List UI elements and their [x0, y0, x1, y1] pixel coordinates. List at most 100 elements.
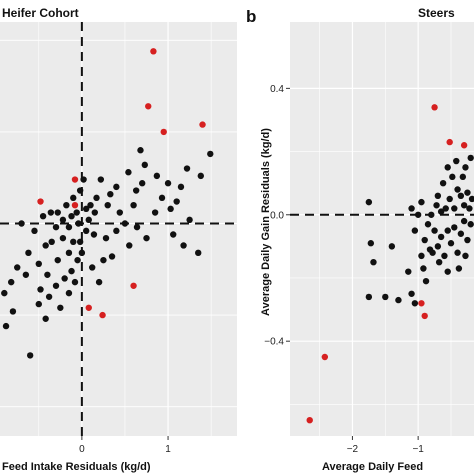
data-point-red: [199, 121, 206, 128]
panel-steer-panel-label: b: [246, 7, 256, 26]
data-point: [90, 231, 98, 238]
data-point: [405, 268, 412, 275]
data-point: [113, 227, 120, 235]
data-point: [467, 154, 474, 162]
data-point: [460, 202, 468, 209]
data-point: [71, 278, 79, 286]
data-point: [54, 209, 61, 216]
data-point-red: [71, 201, 79, 209]
data-point: [457, 230, 465, 237]
data-point: [183, 165, 191, 172]
data-point: [65, 249, 73, 257]
data-point: [444, 227, 451, 234]
panel-steer-title: Steers: [418, 6, 455, 20]
data-point: [47, 209, 55, 216]
data-point: [82, 227, 90, 235]
panel-steer-y-axis-label: Average Daily Gain Residuals (kg/d): [260, 128, 272, 316]
data-point: [444, 268, 451, 275]
data-point: [370, 258, 377, 266]
panel-heifer-title: Heifer Cohort: [2, 6, 79, 20]
data-point: [91, 209, 99, 216]
data-point: [85, 216, 92, 224]
data-point: [434, 192, 442, 200]
data-point: [125, 169, 132, 176]
data-point: [97, 176, 105, 183]
data-point: [82, 205, 90, 213]
panel-heifer-x-axis-label: Feed Intake Residuals (kg/d): [2, 461, 151, 473]
data-point: [2, 322, 10, 330]
data-point: [59, 234, 67, 242]
data-point: [137, 147, 144, 154]
data-point: [462, 252, 469, 260]
data-point-red: [460, 142, 468, 149]
data-point: [44, 271, 51, 278]
data-point: [464, 236, 471, 244]
data-point: [408, 205, 415, 212]
data-point: [108, 253, 116, 260]
data-point: [54, 256, 61, 264]
data-point: [428, 211, 435, 218]
data-point: [151, 209, 159, 216]
data-point-red: [418, 300, 425, 307]
data-point: [464, 189, 471, 196]
data-point: [177, 183, 185, 191]
y-tick-label: 0.4: [270, 84, 284, 95]
data-point-red: [431, 104, 438, 111]
data-point: [153, 172, 161, 180]
data-point-red: [85, 304, 92, 311]
data-point: [207, 150, 214, 158]
data-point-red: [37, 198, 44, 205]
data-point: [446, 195, 453, 203]
data-point: [382, 293, 389, 301]
data-point: [126, 242, 133, 249]
data-point: [63, 201, 70, 209]
data-point: [418, 198, 425, 206]
y-tick-label: −0.4: [264, 337, 284, 348]
data-point: [65, 289, 73, 297]
data-point: [455, 265, 463, 272]
data-point: [42, 315, 49, 322]
data-point: [133, 223, 141, 231]
panel-steer-y-ticks: 0.4 0.0 −0.4: [264, 84, 290, 348]
data-point: [113, 183, 120, 191]
data-point-red: [130, 282, 137, 289]
data-point: [454, 249, 461, 256]
data-point: [139, 180, 146, 187]
data-point: [421, 236, 428, 244]
data-point: [95, 278, 103, 286]
data-point-red: [446, 138, 453, 146]
data-point: [422, 277, 430, 285]
x-tick-label: −1: [412, 444, 424, 455]
data-point: [35, 260, 42, 268]
data-point: [414, 211, 422, 218]
data-point: [180, 242, 187, 249]
y-tick-label: 0.0: [270, 210, 284, 221]
data-point: [75, 220, 82, 227]
data-point: [431, 227, 438, 234]
data-point: [93, 194, 100, 202]
data-point: [435, 258, 443, 266]
data-point: [158, 194, 166, 202]
data-point: [447, 240, 455, 247]
data-point: [59, 216, 67, 224]
data-point-red: [306, 416, 313, 424]
data-point: [26, 352, 34, 359]
data-point: [31, 227, 38, 235]
data-point: [437, 208, 445, 215]
data-point: [45, 293, 53, 300]
data-point-red: [421, 312, 428, 320]
data-point: [439, 179, 447, 187]
data-point: [25, 249, 32, 257]
data-point: [8, 278, 15, 286]
data-point: [420, 265, 427, 272]
data-point: [195, 249, 202, 257]
data-point: [74, 256, 81, 264]
data-point: [433, 202, 440, 209]
data-point: [35, 300, 42, 308]
data-point: [80, 176, 87, 183]
data-point: [449, 173, 456, 181]
data-point: [22, 271, 30, 278]
data-point: [52, 223, 60, 231]
